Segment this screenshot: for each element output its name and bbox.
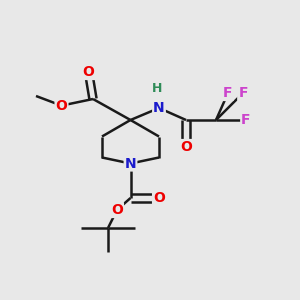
Text: F: F <box>223 86 233 100</box>
Text: N: N <box>153 101 165 115</box>
Text: O: O <box>153 191 165 205</box>
Text: O: O <box>111 203 123 217</box>
Text: O: O <box>82 65 94 79</box>
Text: O: O <box>180 140 192 154</box>
Text: N: N <box>125 157 136 170</box>
Text: F: F <box>241 113 251 127</box>
Text: F: F <box>238 86 248 100</box>
Text: H: H <box>152 82 163 95</box>
Text: O: O <box>56 99 68 112</box>
